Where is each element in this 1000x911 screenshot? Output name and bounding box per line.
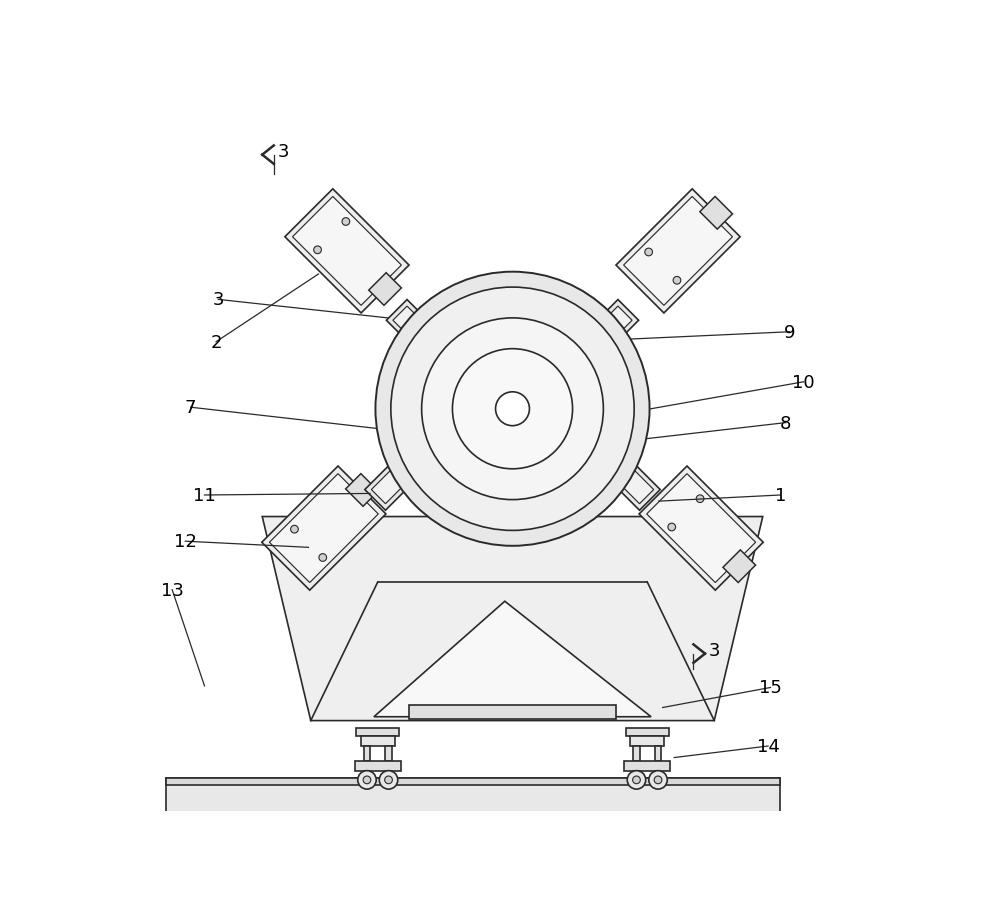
Bar: [365, 462, 414, 511]
Text: 15: 15: [759, 679, 782, 697]
Bar: [369, 273, 401, 306]
Circle shape: [673, 277, 681, 285]
Bar: [611, 462, 660, 511]
Polygon shape: [356, 729, 399, 736]
Circle shape: [422, 319, 603, 500]
Polygon shape: [166, 779, 780, 784]
Bar: [386, 301, 435, 349]
Bar: [269, 474, 378, 583]
Polygon shape: [655, 746, 661, 762]
Circle shape: [645, 249, 652, 257]
Polygon shape: [624, 762, 670, 771]
Bar: [700, 197, 732, 230]
Circle shape: [379, 771, 398, 789]
Polygon shape: [626, 729, 669, 736]
Polygon shape: [364, 746, 370, 762]
Circle shape: [363, 776, 371, 783]
Text: 7: 7: [185, 399, 196, 416]
Bar: [647, 474, 756, 583]
Circle shape: [385, 776, 392, 783]
Polygon shape: [385, 746, 392, 762]
Polygon shape: [361, 736, 395, 746]
Bar: [596, 307, 632, 343]
Polygon shape: [262, 517, 763, 721]
Bar: [624, 197, 732, 306]
Circle shape: [391, 288, 634, 531]
Text: 14: 14: [757, 737, 780, 755]
Bar: [723, 550, 756, 583]
Bar: [285, 189, 409, 313]
Circle shape: [654, 776, 662, 783]
Polygon shape: [374, 601, 651, 717]
Text: 11: 11: [193, 486, 216, 505]
Bar: [371, 468, 407, 504]
Circle shape: [342, 219, 350, 226]
Text: 3: 3: [708, 641, 720, 659]
Bar: [639, 466, 763, 590]
Circle shape: [452, 349, 573, 469]
Circle shape: [314, 247, 321, 254]
Circle shape: [696, 496, 704, 503]
Bar: [293, 197, 401, 306]
Text: 10: 10: [792, 374, 815, 392]
Text: 3: 3: [278, 143, 290, 160]
Bar: [618, 468, 654, 504]
Bar: [616, 189, 740, 313]
Text: 2: 2: [210, 333, 222, 352]
Text: 13: 13: [161, 581, 184, 599]
Text: 3: 3: [213, 292, 224, 309]
Circle shape: [291, 526, 298, 534]
Circle shape: [496, 393, 529, 426]
Polygon shape: [633, 746, 640, 762]
Polygon shape: [355, 762, 401, 771]
Circle shape: [319, 554, 327, 562]
Circle shape: [627, 771, 646, 789]
Circle shape: [375, 272, 650, 547]
Circle shape: [649, 771, 667, 789]
Polygon shape: [409, 705, 616, 720]
Text: 8: 8: [780, 415, 792, 432]
Bar: [262, 466, 386, 590]
Text: 1: 1: [775, 486, 786, 505]
Polygon shape: [166, 779, 780, 840]
Circle shape: [358, 771, 376, 789]
Bar: [346, 474, 378, 507]
Circle shape: [633, 776, 640, 783]
Bar: [393, 307, 429, 343]
Text: 9: 9: [784, 323, 795, 342]
Circle shape: [668, 524, 676, 531]
Bar: [590, 301, 639, 349]
Polygon shape: [630, 736, 664, 746]
Text: 12: 12: [174, 533, 197, 550]
